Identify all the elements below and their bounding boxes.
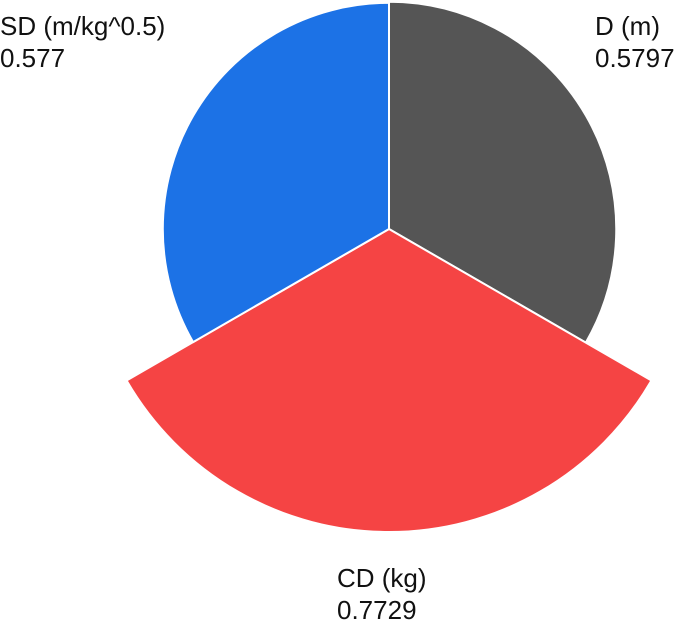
slice-name-d: D (m) bbox=[595, 11, 660, 41]
slice-name-cd: CD (kg) bbox=[337, 563, 427, 593]
slice-label-d: D (m) 0.5797 bbox=[595, 10, 675, 74]
slice-label-sd: SD (m/kg^0.5) 0.577 bbox=[0, 10, 165, 74]
slice-name-sd: SD (m/kg^0.5) bbox=[0, 11, 166, 41]
sector-sd bbox=[161, 1, 390, 344]
sector-d bbox=[388, 0, 618, 344]
slice-value-cd: 0.7729 bbox=[337, 595, 417, 625]
slice-value-sd: 0.577 bbox=[0, 43, 66, 73]
slice-label-cd: CD (kg) 0.7729 bbox=[337, 562, 427, 626]
slice-value-d: 0.5797 bbox=[595, 43, 675, 73]
